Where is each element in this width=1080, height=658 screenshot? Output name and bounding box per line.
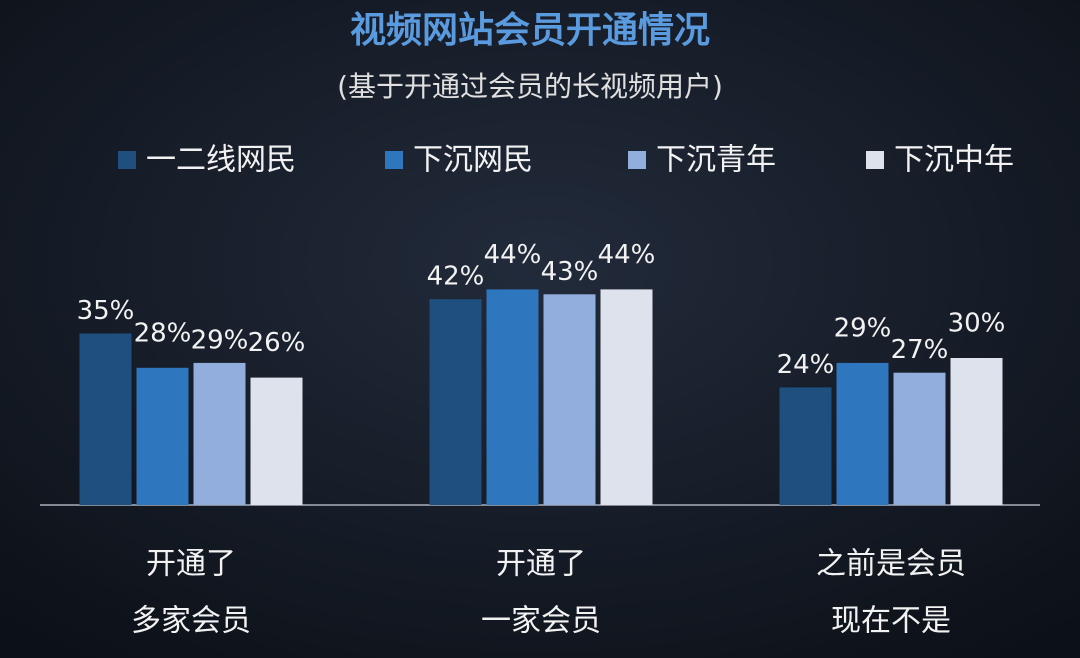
x-tick-label: 之前是会员 [816, 547, 966, 582]
legend-label: 下沉中年 [894, 143, 1014, 178]
legend-label: 下沉青年 [656, 143, 776, 178]
legend-marker [118, 151, 136, 169]
data-label: 44% [598, 240, 656, 270]
legend-label: 一二线网民 [146, 143, 296, 178]
legend-label: 下沉网民 [413, 143, 533, 178]
x-tick-label: 多家会员 [131, 604, 251, 639]
bar [779, 387, 832, 505]
bar [600, 289, 653, 505]
bar [836, 362, 889, 505]
data-label: 24% [777, 350, 835, 380]
data-label: 27% [891, 335, 949, 365]
bar [136, 367, 189, 505]
data-label: 35% [77, 296, 135, 326]
data-label: 29% [191, 325, 249, 355]
x-tick-label: 现在不是 [831, 604, 951, 639]
bar [250, 377, 303, 505]
bar [429, 299, 482, 505]
bar [79, 333, 132, 505]
legend-marker [385, 151, 403, 169]
chart-subtitle: (基于开通过会员的长视频用户) [337, 70, 723, 103]
data-label: 44% [484, 240, 542, 270]
bar [893, 372, 946, 505]
legend-marker [866, 151, 884, 169]
x-tick-label: 开通了 [496, 547, 586, 582]
bar [950, 358, 1003, 505]
chart-title: 视频网站会员开通情况 [350, 10, 710, 51]
data-label: 26% [248, 328, 306, 358]
data-label: 30% [948, 309, 1006, 339]
x-tick-label: 一家会员 [481, 604, 601, 639]
legend-marker [628, 151, 646, 169]
data-label: 28% [134, 318, 192, 348]
data-label: 43% [541, 257, 599, 287]
bar [486, 289, 539, 505]
bar [543, 294, 596, 505]
bar [193, 362, 246, 505]
data-label: 29% [834, 313, 892, 343]
data-label: 42% [427, 262, 485, 292]
x-tick-label: 开通了 [146, 547, 236, 582]
